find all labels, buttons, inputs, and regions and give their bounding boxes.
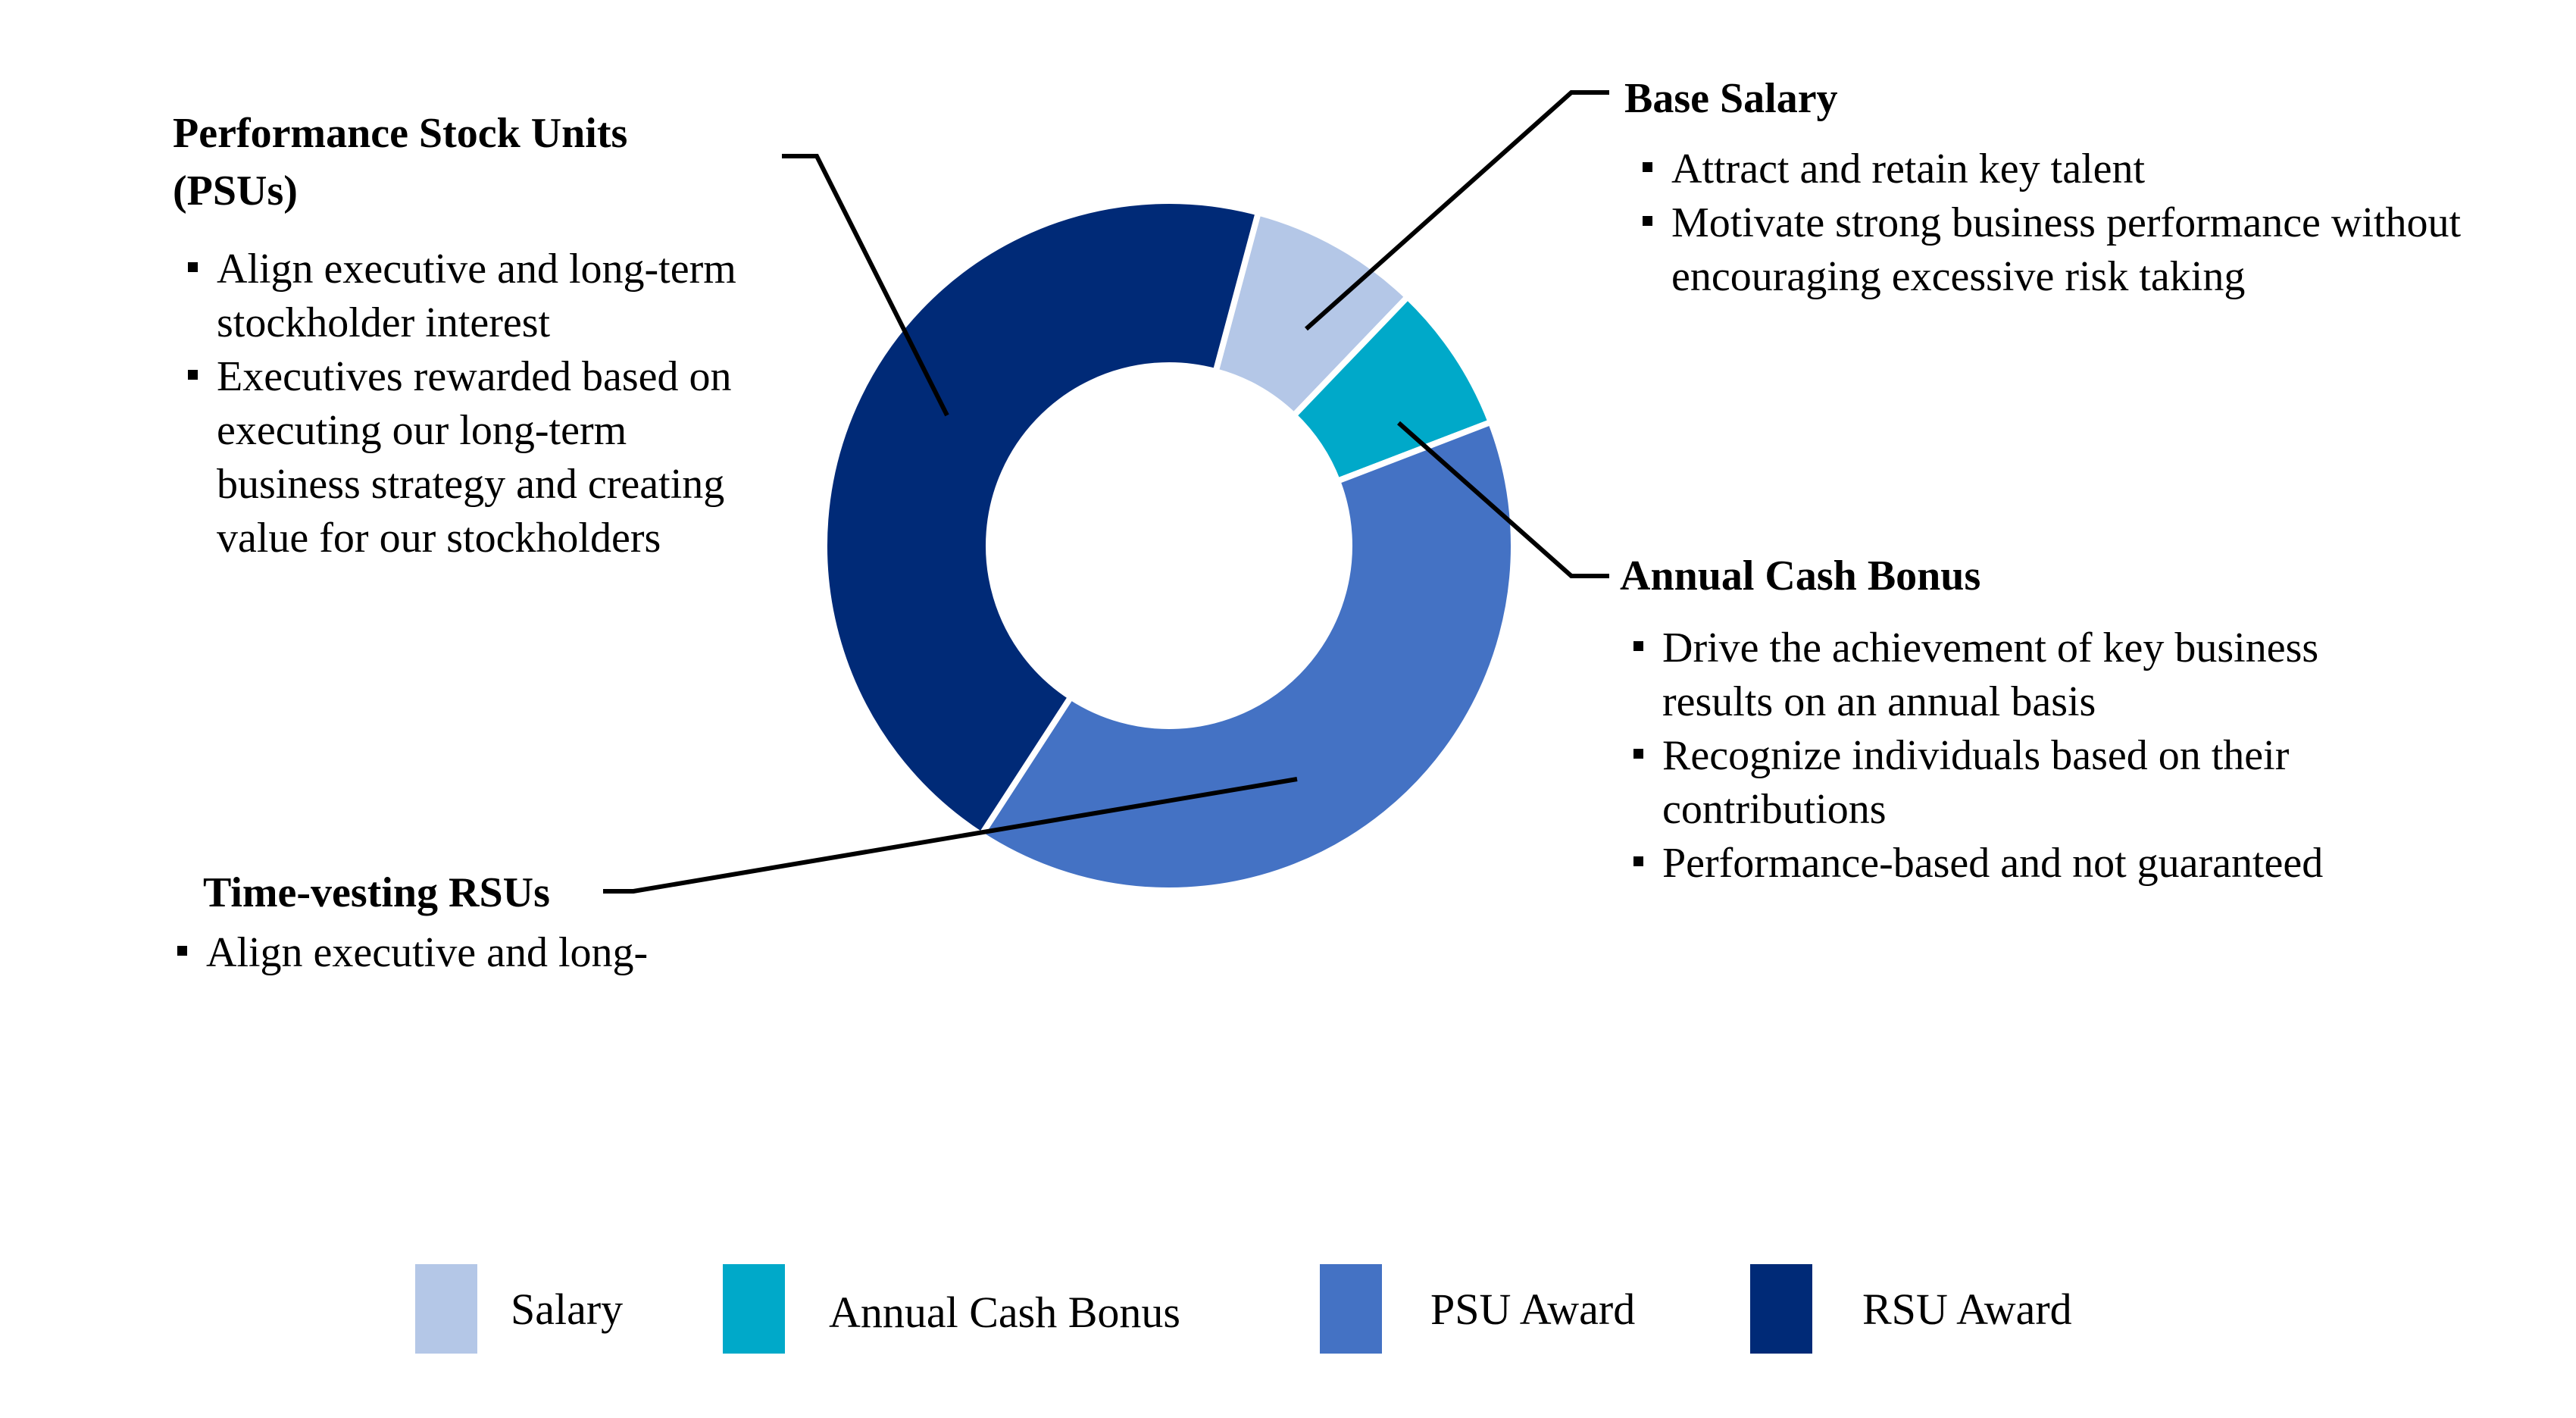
legend-swatch [723, 1264, 785, 1354]
donut-slice-rsu-award [821, 198, 1262, 840]
callout-title: Time-vesting RSUs [203, 869, 550, 916]
callout-bullet: Recognize individuals based on their con… [1629, 729, 2387, 837]
legend-swatch [415, 1264, 477, 1354]
leader-line-rsu [603, 777, 1298, 894]
callout-bullet: Align executive and long-term stockholde… [183, 243, 744, 350]
legend-label: RSU Award [1862, 1285, 2072, 1334]
callout-annual-cash-bonus: Annual Cash Bonus Drive the achievement … [1620, 547, 2529, 891]
callout-title: Base Salary [1624, 75, 1838, 122]
leader-line-psu [782, 154, 949, 417]
leader-line-annual-cash-bonus [1397, 421, 1609, 578]
callout-bullet: Executives rewarded based on executing o… [183, 350, 744, 565]
legend-swatch [1320, 1264, 1382, 1354]
donut-slice-psu-award [977, 418, 1517, 894]
callout-bullet: Drive the achievement of key business re… [1629, 621, 2387, 729]
callout-bullet: Motivate strong business performance wit… [1638, 196, 2494, 304]
callout-title: Annual Cash Bonus [1620, 552, 1981, 599]
callout-title: Performance Stock Units (PSUs) [173, 110, 628, 214]
legend-swatch [1750, 1264, 1812, 1354]
legend-label: PSU Award [1430, 1285, 1636, 1334]
callout-psu: Performance Stock Units (PSUs) Align exe… [173, 105, 749, 565]
legend-label: Annual Cash Bonus [829, 1288, 1180, 1337]
chart-legend: Salary Annual Cash Bonus PSU Award RSU A… [415, 1264, 2279, 1354]
callout-rsu: Time-vesting RSUs Align executive and lo… [177, 864, 809, 980]
callout-bullet: Performance-based and not guaranteed [1629, 837, 2387, 891]
leader-line-salary [1305, 90, 1609, 331]
callout-bullet: Attract and retain key talent [1638, 142, 2494, 196]
callout-base-salary: Base Salary Attract and retain key talen… [1624, 70, 2534, 304]
legend-label: Salary [511, 1285, 624, 1334]
callout-bullet: Align executive and long- [173, 926, 749, 980]
